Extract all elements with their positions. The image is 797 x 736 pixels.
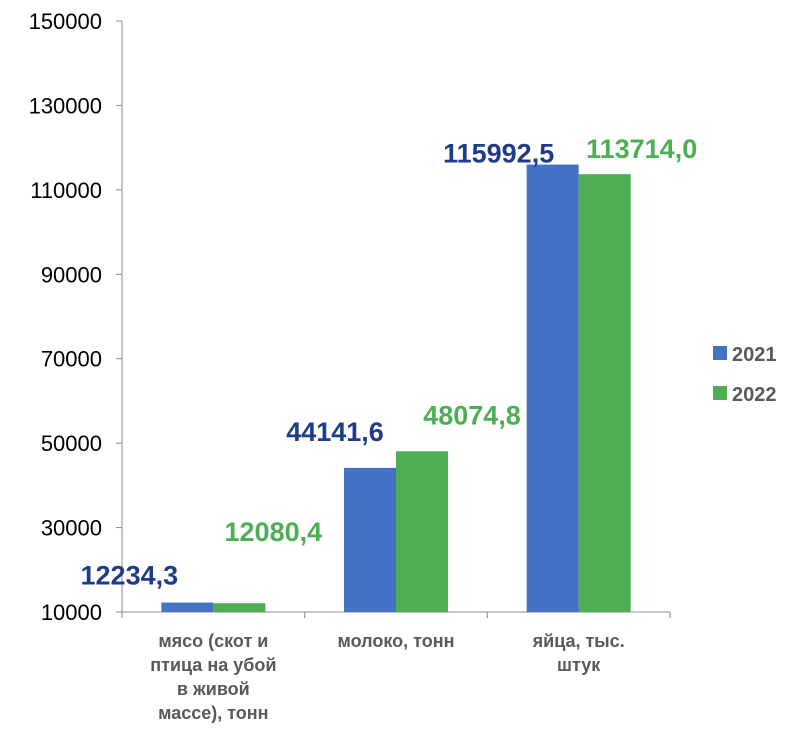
x-category-label: мясо (скот и птица на убой в живой массе), … (150, 631, 276, 723)
bar-2021 (344, 467, 396, 612)
legend-swatch-2021 (713, 346, 727, 360)
y-tick-label: 130000 (29, 93, 102, 118)
data-label-2021: 12234,3 (81, 561, 179, 591)
y-tick-label: 90000 (41, 262, 102, 287)
x-category-label-line: молоко, тонн (338, 631, 455, 651)
y-tick-label: 30000 (41, 516, 102, 541)
y-tick-label: 110000 (30, 178, 102, 203)
x-category-label: молоко, тонн (338, 631, 455, 651)
bar-2022 (396, 451, 448, 612)
x-category-label-line: массе), тонн (158, 703, 268, 723)
legend-label: 2021 (732, 344, 777, 366)
x-category-label: яйца, тыс. штук (532, 631, 625, 675)
bar-2021 (161, 602, 214, 612)
legend-label: 2022 (732, 384, 777, 406)
bars (161, 164, 631, 612)
legend-swatch-2022 (713, 386, 727, 400)
x-category-label-line: мясо (скот и (158, 631, 268, 651)
y-axis: 10000 30000 50000 70000 90000 110000 130000 150… (29, 9, 123, 625)
x-category-label-line: в живой (177, 679, 250, 699)
x-category-label-line: штук (557, 655, 601, 675)
data-label-2021: 115992,5 (443, 139, 554, 169)
x-category-label-line: птица на убой (150, 655, 276, 675)
data-label-2022: 48074,8 (423, 400, 521, 430)
bar-2021 (526, 164, 579, 612)
data-labels: 12234,3 12080,4 44141,6 48074,8 115992,5 1137… (81, 134, 698, 590)
y-tick-label: 10000 (41, 600, 102, 625)
x-category-label-line: яйца, тыс. (532, 631, 625, 651)
x-axis: мясо (скот и птица на убой в живой массе), … (121, 611, 671, 723)
data-label-2022: 113714,0 (586, 134, 697, 164)
legend: 2021 2022 (713, 344, 777, 406)
y-tick-label: 70000 (41, 347, 102, 372)
bar-2022 (213, 603, 266, 612)
y-tick-label: 150000 (29, 9, 102, 34)
data-label-2022: 12080,4 (225, 517, 323, 547)
bar-2022 (578, 174, 631, 612)
y-tick-label: 50000 (41, 431, 102, 456)
data-label-2021: 44141,6 (286, 417, 384, 447)
